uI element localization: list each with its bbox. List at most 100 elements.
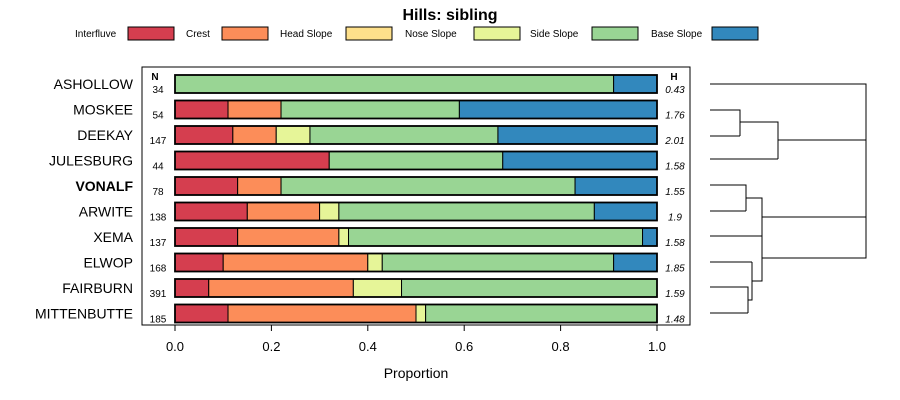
- row-label-moskee: MOSKEE: [73, 102, 133, 118]
- bar-segment-base-slope: [574, 176, 658, 196]
- bar-segment-base-slope: [458, 100, 658, 119]
- row-label-ashollow: ASHOLLOW: [54, 76, 134, 92]
- row-label-vonalf: VONALF: [75, 178, 133, 194]
- bar-segment-crest: [208, 278, 354, 298]
- bar-segment-nose-slope: [319, 202, 340, 221]
- bar-segment-crest: [237, 227, 340, 247]
- bar-outline: [174, 176, 658, 196]
- h-value: 1.76: [665, 111, 685, 122]
- legend-label-base-slope: Base Slope: [651, 29, 703, 40]
- bar-outline: [174, 227, 658, 247]
- bar-segment-side-slope: [280, 100, 460, 119]
- x-tick-label: 0.2: [262, 339, 280, 354]
- bar-outline: [174, 150, 658, 171]
- bar-rows: ASHOLLOW 34 0.43 MOSKEE 54 1.76 DEEKAY 147 2.01 J…: [35, 74, 685, 326]
- row-label-elwop: ELWOP: [83, 255, 133, 271]
- x-tick-label: 0.8: [552, 339, 570, 354]
- bar-segment-nose-slope: [367, 253, 383, 272]
- row-label-arwite: ARWITE: [79, 204, 133, 220]
- legend: Interfluve Crest Head Slope Nose Slope Side …: [75, 26, 759, 41]
- x-axis-title: Proportion: [384, 365, 449, 381]
- bar-segment-interfluve: [174, 125, 234, 145]
- dendrogram-branch: [710, 109, 741, 136]
- dendrogram-branch: [746, 197, 763, 236]
- bar-segment-side-slope: [309, 125, 499, 145]
- bar-segment-crest: [237, 176, 282, 196]
- n-value: 168: [150, 264, 167, 275]
- bar-outline: [174, 99, 658, 120]
- bar-segment-interfluve: [174, 227, 239, 247]
- h-column-header: H: [670, 72, 677, 83]
- bar-segment-interfluve: [174, 176, 239, 196]
- n-value: 391: [150, 289, 167, 300]
- row-label-fairburn: FAIRBURN: [62, 280, 133, 296]
- bar-segment-interfluve: [174, 304, 229, 323]
- legend-swatch-nose-slope: [473, 26, 521, 41]
- bar-outline: [174, 125, 658, 145]
- h-value: 1.58: [665, 238, 685, 249]
- bar-segment-nose-slope: [275, 125, 311, 145]
- n-value: 54: [152, 111, 164, 122]
- h-value: 1.55: [665, 187, 685, 198]
- row-label-deekay: DEEKAY: [77, 127, 133, 143]
- bar-outline: [174, 252, 658, 273]
- h-value: 1.85: [665, 264, 685, 275]
- h-value: 1.59: [665, 289, 685, 300]
- bar-segment-base-slope: [593, 202, 658, 221]
- n-value: 138: [150, 213, 167, 224]
- bar-segment-side-slope: [381, 253, 615, 272]
- bar-segment-crest: [227, 304, 417, 323]
- bar-outline: [174, 74, 658, 94]
- bar-segment-interfluve: [174, 278, 210, 298]
- bar-segment-nose-slope: [415, 304, 427, 323]
- dendrogram-branch: [710, 83, 867, 188]
- bar-outline: [174, 278, 658, 298]
- bar-segment-base-slope: [497, 125, 658, 145]
- dendrogram-branch: [710, 184, 747, 211]
- n-value: 185: [150, 315, 167, 326]
- row-label-julesburg: JULESBURG: [49, 153, 133, 169]
- bar-segment-interfluve: [174, 151, 330, 170]
- dendrogram-branch: [740, 121, 779, 159]
- h-value: 1.9: [668, 213, 682, 224]
- bar-segment-interfluve: [174, 253, 224, 272]
- legend-swatch-side-slope: [591, 26, 639, 41]
- bar-segment-side-slope: [401, 278, 658, 298]
- n-value: 137: [150, 238, 167, 249]
- bar-segment-interfluve: [174, 202, 248, 221]
- h-value: 0.43: [665, 85, 685, 96]
- legend-label-side-slope: Side Slope: [530, 29, 579, 40]
- bar-segment-nose-slope: [352, 278, 403, 298]
- x-tick-label: 0.4: [359, 339, 377, 354]
- bar-segment-base-slope: [613, 74, 658, 94]
- legend-swatch-head-slope: [345, 26, 393, 41]
- n-value: 78: [152, 187, 164, 198]
- legend-label-crest: Crest: [186, 29, 210, 40]
- dendrogram-branch: [762, 188, 867, 259]
- h-value: 1.58: [665, 162, 685, 173]
- dendrogram-branch: [710, 286, 749, 313]
- bar-segment-base-slope: [502, 151, 658, 170]
- x-tick-label: 1.0: [648, 339, 666, 354]
- h-value: 1.48: [665, 315, 685, 326]
- legend-swatch-base-slope: [711, 26, 759, 41]
- bar-segment-side-slope: [425, 304, 658, 323]
- bar-segment-side-slope: [280, 176, 576, 196]
- legend-label-nose-slope: Nose Slope: [405, 29, 457, 40]
- plot-frame: [141, 66, 691, 326]
- bar-segment-crest: [227, 100, 282, 119]
- bar-segment-side-slope: [328, 151, 504, 170]
- bar-outline: [174, 201, 658, 222]
- bar-segment-side-slope: [348, 227, 644, 247]
- n-value: 147: [150, 136, 167, 147]
- chart-title: Hills: sibling: [402, 7, 497, 24]
- bar-segment-side-slope: [338, 202, 595, 221]
- dendrogram-branch: [752, 236, 763, 282]
- legend-swatch-crest: [221, 26, 269, 41]
- row-label-xema: XEMA: [93, 229, 133, 245]
- legend-label-interfluve: Interfluve: [75, 29, 117, 40]
- dendrogram: [710, 83, 867, 314]
- n-value: 34: [152, 85, 164, 96]
- n-value: 44: [152, 162, 164, 173]
